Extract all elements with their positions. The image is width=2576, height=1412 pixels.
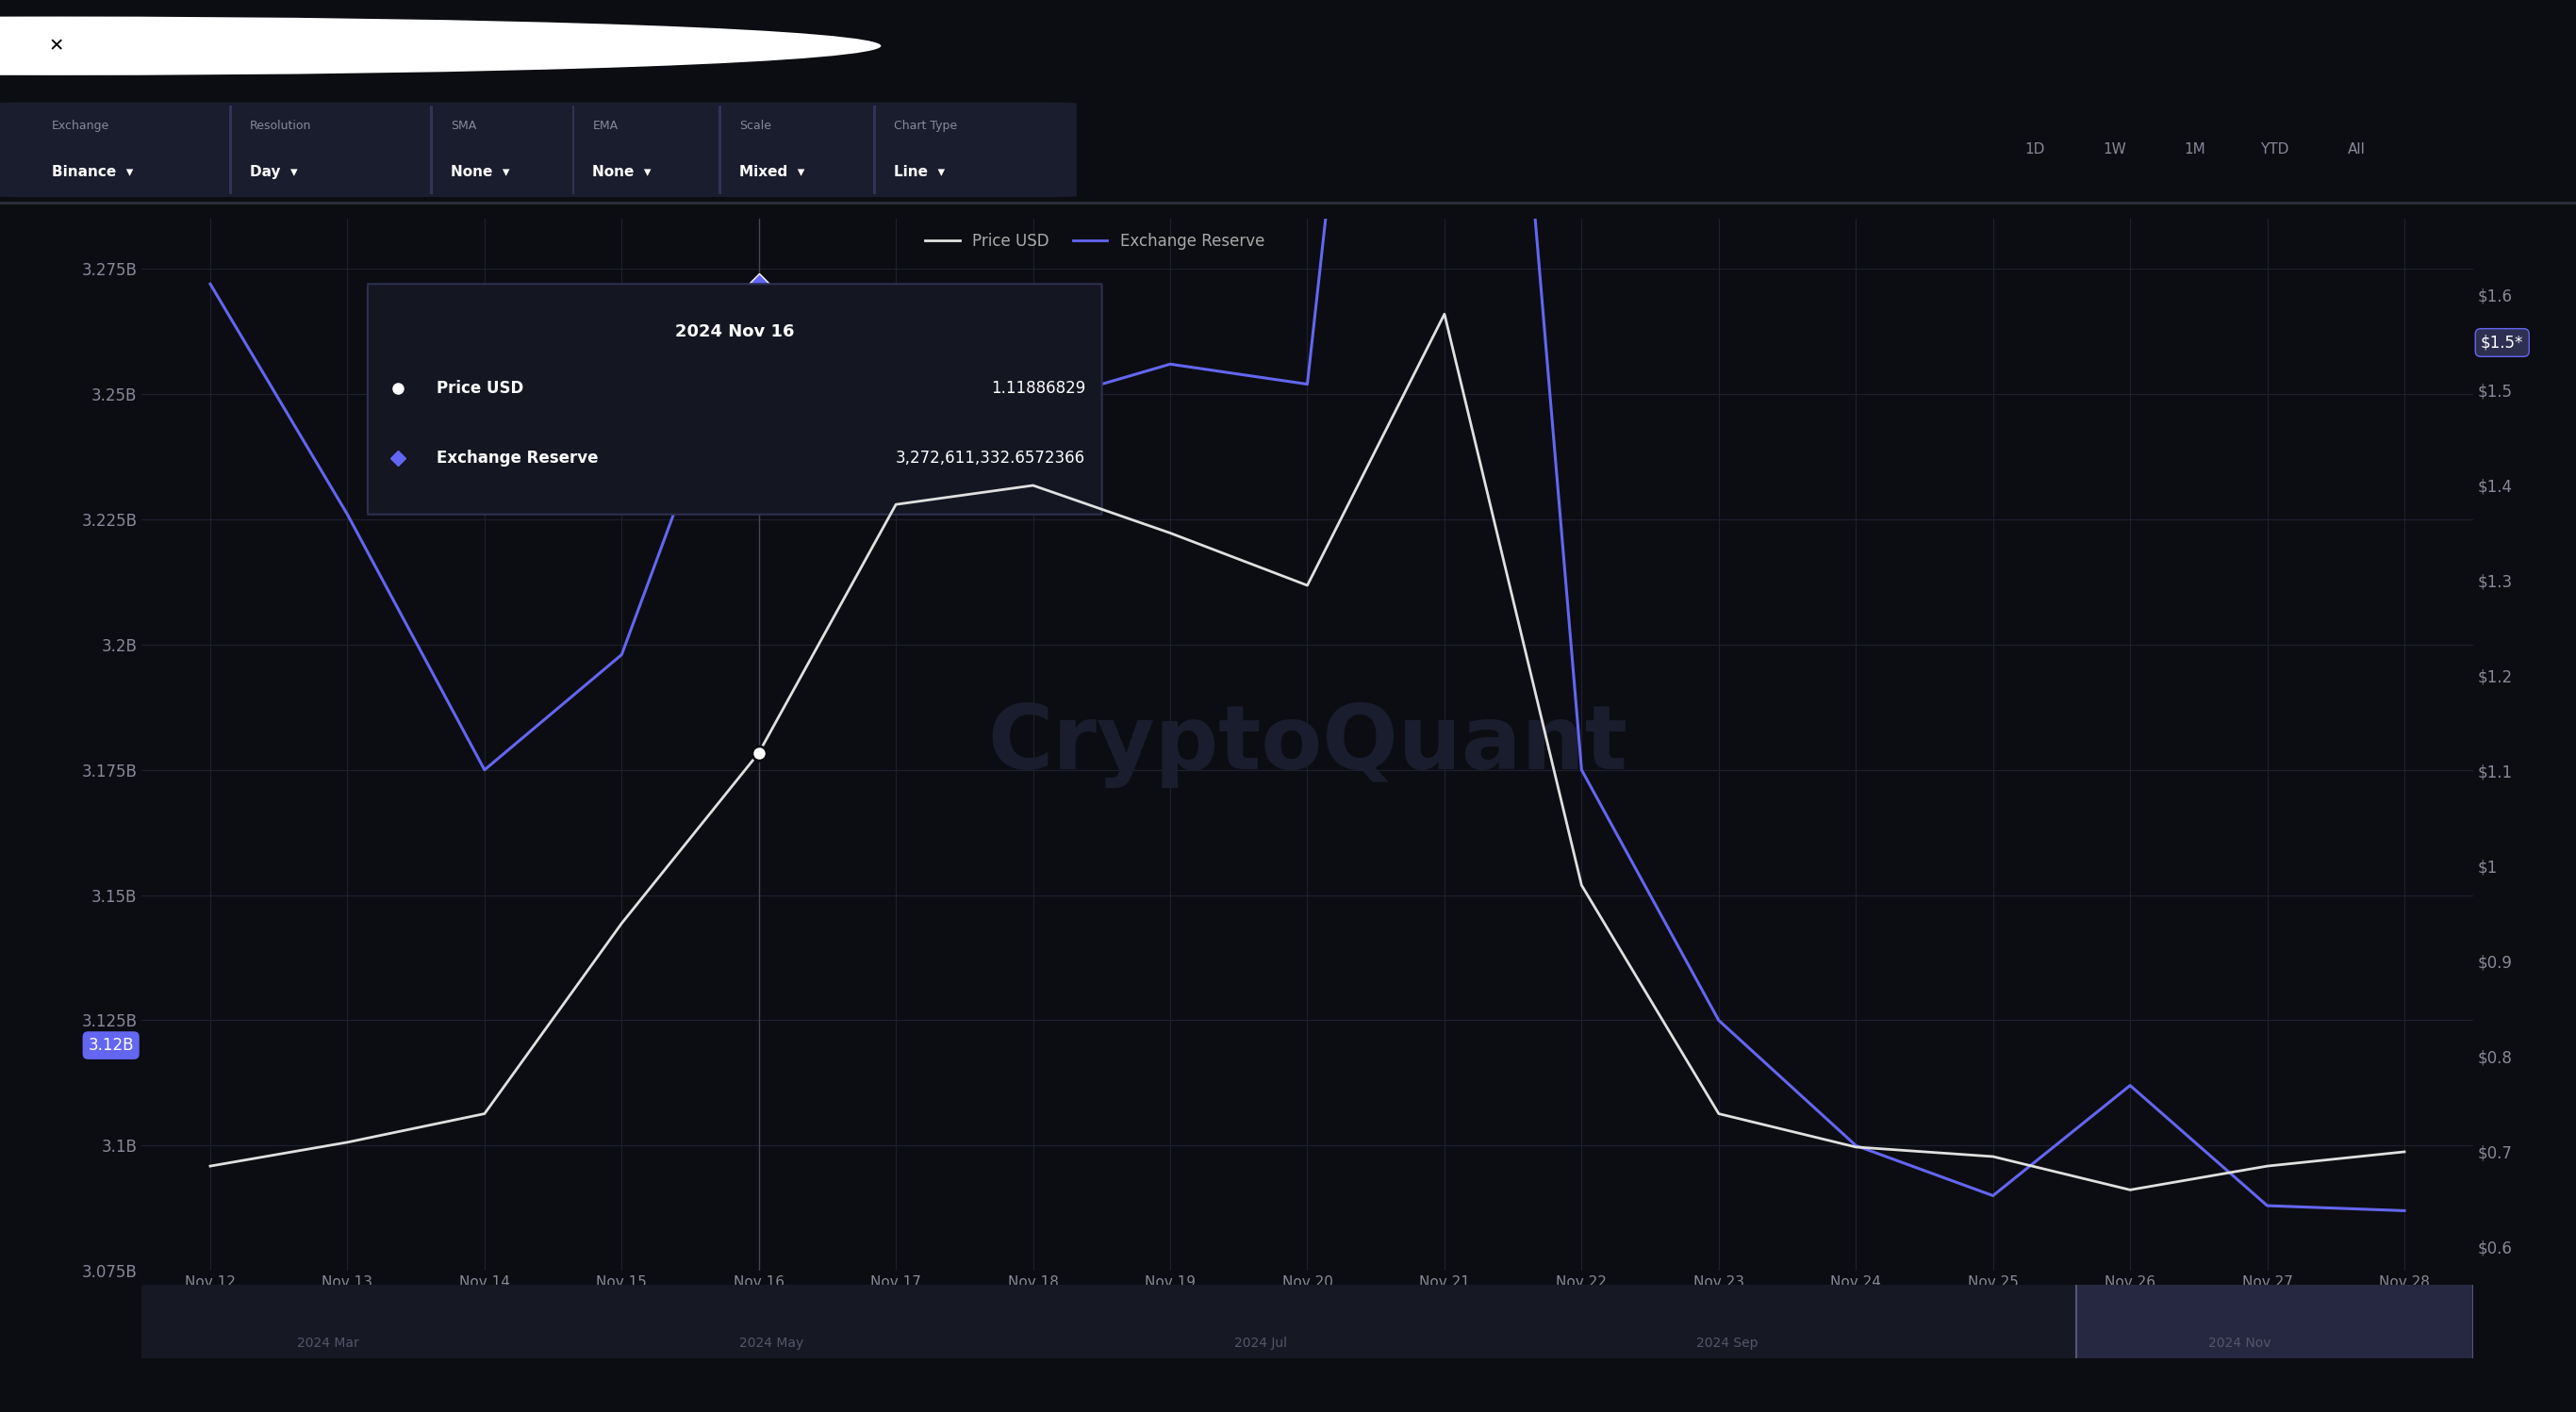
Text: YTD: YTD: [2259, 143, 2290, 157]
Text: $1.5*: $1.5*: [2481, 335, 2524, 352]
Text: 2024 May: 2024 May: [739, 1336, 804, 1350]
Text: 3,272,611,332.6572366: 3,272,611,332.6572366: [896, 449, 1084, 466]
Text: 2024 Jul: 2024 Jul: [1234, 1336, 1288, 1350]
Text: Price USD: Price USD: [435, 380, 523, 397]
Text: 2024 Mar: 2024 Mar: [296, 1336, 358, 1350]
Text: 2024 Nov 16: 2024 Nov 16: [675, 323, 793, 340]
Bar: [430, 106, 433, 193]
Text: All: All: [2349, 143, 2365, 157]
Text: 3.12B: 3.12B: [88, 1036, 134, 1053]
Bar: [2076, 1285, 2473, 1358]
Text: 1M: 1M: [2184, 143, 2205, 157]
Text: Day  ▾: Day ▾: [250, 165, 299, 179]
Text: Binance  ▾: Binance ▾: [52, 165, 134, 179]
Bar: [719, 106, 721, 193]
Text: None  ▾: None ▾: [451, 165, 510, 179]
Text: Exchange Reserve: Exchange Reserve: [435, 449, 598, 466]
Text: Exchange: Exchange: [52, 120, 108, 131]
Text: Resolution: Resolution: [250, 120, 312, 131]
Text: CryptoQuant: CryptoQuant: [987, 702, 1628, 788]
Bar: [0, 202, 2576, 205]
Text: 1W: 1W: [2102, 143, 2128, 157]
Text: XRP Ledger: Exchange Reserve - Binance: XRP Ledger: Exchange Reserve - Binance: [98, 37, 613, 59]
Text: EMA: EMA: [592, 120, 618, 131]
FancyBboxPatch shape: [368, 284, 1103, 514]
Text: Line  ▾: Line ▾: [894, 165, 945, 179]
Text: None  ▾: None ▾: [592, 165, 652, 179]
Text: SMA: SMA: [451, 120, 477, 131]
Text: 2024 Nov: 2024 Nov: [2208, 1336, 2272, 1350]
Bar: [873, 106, 876, 193]
Circle shape: [0, 17, 881, 75]
Bar: [572, 106, 574, 193]
Text: Scale: Scale: [739, 120, 770, 131]
FancyBboxPatch shape: [0, 102, 1077, 198]
Legend: Price USD, Exchange Reserve: Price USD, Exchange Reserve: [920, 227, 1270, 256]
Text: 1D: 1D: [2025, 143, 2045, 157]
Text: 2024 Sep: 2024 Sep: [1695, 1336, 1757, 1350]
Text: Mixed  ▾: Mixed ▾: [739, 165, 804, 179]
Bar: [229, 106, 232, 193]
Text: ✕: ✕: [49, 37, 64, 55]
Text: Chart Type: Chart Type: [894, 120, 958, 131]
Text: 1.11886829: 1.11886829: [992, 380, 1084, 397]
